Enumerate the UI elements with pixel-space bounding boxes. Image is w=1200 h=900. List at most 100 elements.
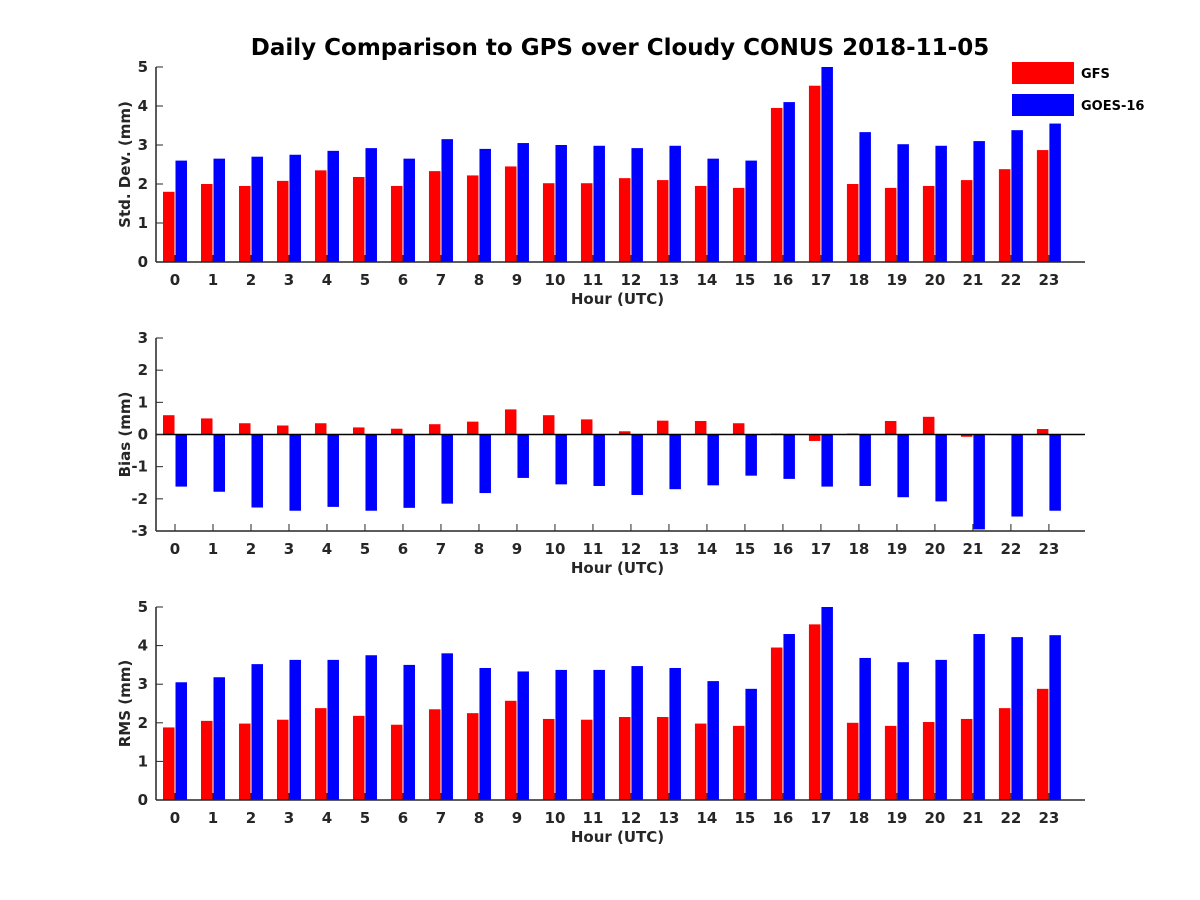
y-tick-label: 3 <box>138 136 148 154</box>
x-tick-label: 10 <box>545 809 566 827</box>
bar-gfs-hour-4 <box>314 170 327 262</box>
x-tick-label: 23 <box>1038 809 1059 827</box>
bar-goes-16-hour-20 <box>935 434 947 502</box>
bar-gfs-hour-15 <box>732 187 745 262</box>
bar-gfs-hour-20 <box>922 722 935 800</box>
y-tick-label: 1 <box>138 393 148 411</box>
x-tick-label: 16 <box>772 540 793 558</box>
x-tick-label: 23 <box>1038 540 1059 558</box>
bar-gfs-hour-15 <box>732 725 745 800</box>
bar-goes-16-hour-10 <box>555 669 567 800</box>
x-tick-label: 22 <box>1000 540 1021 558</box>
bar-goes-16-hour-5 <box>365 434 377 511</box>
x-tick-label: 6 <box>398 271 408 289</box>
bar-goes-16-hour-2 <box>251 156 263 262</box>
bar-goes-16-hour-17 <box>821 67 833 262</box>
x-tick-label: 21 <box>962 540 983 558</box>
bar-gfs-hour-12 <box>618 178 631 262</box>
x-tick-label: 6 <box>398 809 408 827</box>
bar-gfs-hour-2 <box>238 723 251 800</box>
y-tick-label: 3 <box>138 329 148 347</box>
y-axis-label: Std. Dev. (mm) <box>116 101 134 228</box>
bar-gfs-hour-16 <box>770 107 783 262</box>
bar-goes-16-hour-18 <box>859 132 871 262</box>
bar-goes-16-hour-3 <box>289 154 301 262</box>
legend: GFS GOES-16 <box>1012 62 1144 116</box>
bar-goes-16-hour-9 <box>517 434 529 478</box>
bar-goes-16-hour-4 <box>327 150 339 262</box>
x-tick-label: 12 <box>621 271 642 289</box>
bar-goes-16-hour-7 <box>441 434 453 504</box>
bar-goes-16-hour-0 <box>175 434 187 487</box>
x-tick-label: 20 <box>924 809 945 827</box>
y-axis-label: RMS (mm) <box>116 660 134 747</box>
bar-goes-16-hour-18 <box>859 434 871 486</box>
bar-goes-16-hour-4 <box>327 659 339 800</box>
x-tick-label: 15 <box>734 809 755 827</box>
bar-gfs-hour-20 <box>922 416 935 435</box>
bar-gfs-hour-7 <box>428 171 441 262</box>
bar-goes-16-hour-9 <box>517 143 529 262</box>
bar-gfs-hour-18 <box>846 722 859 800</box>
bar-gfs-hour-12 <box>618 431 631 435</box>
y-tick-label: 0 <box>138 253 148 271</box>
bar-gfs-hour-20 <box>922 185 935 262</box>
bar-goes-16-hour-0 <box>175 160 187 262</box>
bar-goes-16-hour-11 <box>593 669 605 800</box>
x-tick-label: 14 <box>697 809 718 827</box>
bar-goes-16-hour-6 <box>403 158 415 262</box>
y-tick-label: 4 <box>138 637 148 655</box>
x-tick-label: 22 <box>1000 809 1021 827</box>
x-tick-label: 19 <box>886 271 907 289</box>
bar-gfs-hour-3 <box>276 180 289 262</box>
bar-goes-16-hour-21 <box>973 141 985 262</box>
x-tick-label: 9 <box>512 271 522 289</box>
legend-swatch-gfs <box>1012 62 1074 84</box>
bar-goes-16-hour-12 <box>631 434 643 495</box>
bar-gfs-hour-6 <box>390 185 403 262</box>
bar-goes-16-hour-10 <box>555 145 567 262</box>
y-tick-label: 1 <box>138 214 148 232</box>
bar-gfs-hour-21 <box>960 180 973 262</box>
x-tick-label: 1 <box>208 540 218 558</box>
bar-gfs-hour-22 <box>998 169 1011 262</box>
bar-goes-16-hour-17 <box>821 434 833 487</box>
bar-goes-16-hour-13 <box>669 145 681 262</box>
bar-goes-16-hour-18 <box>859 657 871 800</box>
bar-gfs-hour-0 <box>162 727 175 800</box>
y-tick-label: 2 <box>138 361 148 379</box>
y-tick-label: 2 <box>138 714 148 732</box>
y-axis-label: Bias (mm) <box>116 392 134 478</box>
bar-gfs-hour-23 <box>1036 429 1049 435</box>
x-tick-label: 6 <box>398 540 408 558</box>
x-tick-label: 4 <box>322 809 332 827</box>
legend-swatch-goes-16 <box>1012 94 1074 116</box>
bar-gfs-hour-5 <box>352 427 365 435</box>
bar-gfs-hour-1 <box>200 418 213 435</box>
bar-goes-16-hour-11 <box>593 434 605 486</box>
bar-gfs-hour-1 <box>200 720 213 800</box>
x-tick-label: 8 <box>474 540 484 558</box>
x-axis-label: Hour (UTC) <box>571 828 664 846</box>
x-tick-label: 2 <box>246 271 256 289</box>
x-tick-label: 3 <box>284 271 294 289</box>
x-tick-label: 0 <box>170 809 180 827</box>
bar-gfs-hour-10 <box>542 415 555 435</box>
x-tick-label: 13 <box>659 809 680 827</box>
bar-gfs-hour-0 <box>162 191 175 262</box>
bar-goes-16-hour-5 <box>365 148 377 262</box>
bar-gfs-hour-19 <box>884 187 897 262</box>
x-tick-label: 21 <box>962 809 983 827</box>
bar-gfs-hour-13 <box>656 180 669 262</box>
x-axis-label: Hour (UTC) <box>571 559 664 577</box>
bar-goes-16-hour-12 <box>631 148 643 262</box>
bar-goes-16-hour-3 <box>289 659 301 800</box>
bar-goes-16-hour-14 <box>707 434 719 486</box>
x-tick-label: 13 <box>659 271 680 289</box>
bar-gfs-hour-8 <box>466 713 479 800</box>
x-tick-label: 10 <box>545 271 566 289</box>
x-tick-label: 15 <box>734 540 755 558</box>
